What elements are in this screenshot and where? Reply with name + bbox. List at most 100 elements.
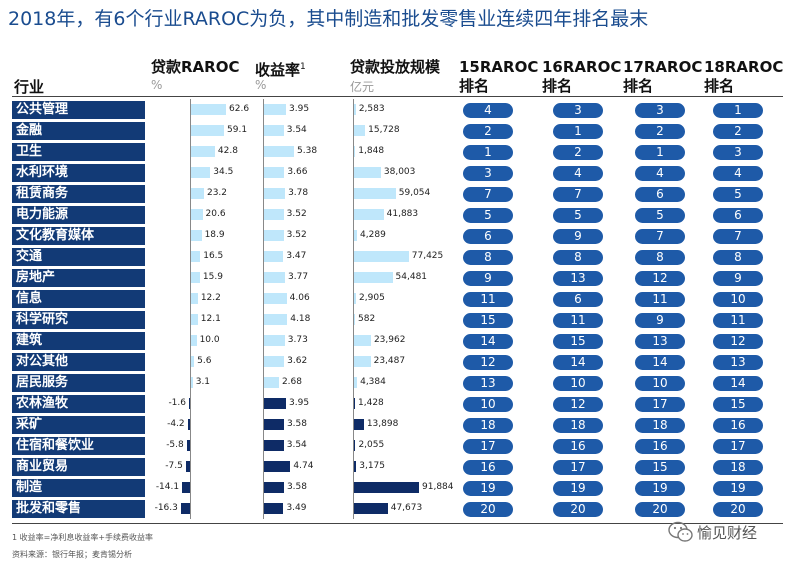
rank-badge-r15: 4 bbox=[463, 103, 513, 118]
scale-value: 2,905 bbox=[359, 293, 385, 303]
scale-value: 4,384 bbox=[360, 377, 386, 387]
raroc-bar bbox=[191, 230, 202, 241]
scale-bar bbox=[354, 125, 366, 136]
yield-bar bbox=[264, 125, 284, 136]
raroc-bar bbox=[191, 335, 197, 346]
yield-value: 5.38 bbox=[297, 146, 318, 156]
header-raroc-unit: % bbox=[151, 78, 163, 92]
header-yield-sup: 1 bbox=[300, 62, 306, 72]
row-label: 水利环境 bbox=[12, 164, 145, 182]
raroc-value: 10.0 bbox=[199, 335, 220, 345]
header-r15-line2: 排名 bbox=[459, 77, 490, 95]
scale-value: 4,289 bbox=[360, 230, 386, 240]
header-yield: 收益率1 bbox=[255, 58, 306, 80]
scale-bar bbox=[354, 314, 355, 325]
rank-badge-r16: 5 bbox=[553, 208, 603, 223]
yield-bar bbox=[264, 209, 284, 220]
row-label: 金融 bbox=[12, 122, 145, 140]
yield-value: 3.73 bbox=[287, 335, 308, 345]
wechat-icon bbox=[668, 521, 693, 542]
rank-badge-r17: 2 bbox=[635, 124, 685, 139]
rank-badge-r18: 14 bbox=[713, 376, 763, 391]
rank-badge-r17: 20 bbox=[635, 502, 685, 517]
yield-value: 3.54 bbox=[286, 125, 307, 135]
rank-badge-r15: 3 bbox=[463, 166, 513, 181]
header-yield-label: 收益率 bbox=[255, 61, 301, 79]
rank-badge-r18: 12 bbox=[713, 334, 763, 349]
yield-value: 4.18 bbox=[290, 314, 311, 324]
rank-badge-r16: 17 bbox=[553, 460, 603, 475]
row-label: 建筑 bbox=[12, 332, 145, 350]
raroc-value: 15.9 bbox=[202, 272, 223, 282]
rank-badge-r17: 17 bbox=[635, 397, 685, 412]
scale-value: 582 bbox=[358, 314, 376, 324]
rank-badge-r16: 16 bbox=[553, 439, 603, 454]
raroc-value: -5.8 bbox=[166, 440, 184, 450]
header-r16-line1: 16RAROC bbox=[542, 58, 622, 76]
scale-bar bbox=[354, 356, 371, 367]
raroc-bar bbox=[186, 440, 190, 451]
yield-bar bbox=[264, 440, 284, 451]
source-note: 资料来源：银行年报；麦肯锡分析 bbox=[12, 550, 132, 559]
yield-value: 3.58 bbox=[286, 419, 307, 429]
scale-bar bbox=[354, 398, 355, 409]
rank-badge-r18: 16 bbox=[713, 418, 763, 433]
scale-bar bbox=[354, 209, 384, 220]
logo-text: 愉见财经 bbox=[697, 524, 758, 542]
rank-badge-r16: 3 bbox=[553, 103, 603, 118]
yield-value: 3.49 bbox=[286, 503, 307, 513]
yield-bar bbox=[264, 419, 284, 430]
rank-badge-r15: 2 bbox=[463, 124, 513, 139]
yield-value: 3.47 bbox=[286, 251, 307, 261]
rank-badge-r16: 12 bbox=[553, 397, 603, 412]
rank-badge-r16: 11 bbox=[553, 313, 603, 328]
row-label: 科学研究 bbox=[12, 311, 145, 329]
yield-bar bbox=[264, 503, 284, 514]
header-r18: 18RAROC 排名 bbox=[704, 58, 783, 96]
scale-value: 3,175 bbox=[359, 461, 385, 471]
yield-bar bbox=[264, 272, 286, 283]
rank-badge-r15: 6 bbox=[463, 229, 513, 244]
scale-value: 2,055 bbox=[358, 440, 385, 450]
rank-badge-r15: 5 bbox=[463, 208, 513, 223]
yield-value: 4.06 bbox=[289, 293, 310, 303]
rank-badge-r15: 7 bbox=[463, 187, 513, 202]
raroc-value: -4.2 bbox=[167, 419, 185, 429]
yield-bar bbox=[264, 482, 284, 493]
rank-badge-r18: 13 bbox=[713, 355, 763, 370]
yield-bar bbox=[264, 251, 284, 262]
row-label: 交通 bbox=[12, 248, 145, 266]
scale-value: 13,898 bbox=[366, 419, 399, 429]
yield-value: 3.95 bbox=[289, 104, 310, 114]
scale-value: 38,003 bbox=[383, 167, 416, 177]
scale-bar bbox=[354, 272, 393, 283]
rank-badge-r15: 14 bbox=[463, 334, 513, 349]
rank-badge-r17: 6 bbox=[635, 187, 685, 202]
yield-bar bbox=[264, 167, 285, 178]
row-label: 信息 bbox=[12, 290, 145, 308]
yield-bar bbox=[264, 461, 291, 472]
row-label: 公共管理 bbox=[12, 101, 145, 119]
rank-badge-r18: 20 bbox=[713, 502, 763, 517]
raroc-bar bbox=[189, 398, 190, 409]
scale-value: 41,883 bbox=[386, 209, 419, 219]
rank-badge-r15: 9 bbox=[463, 271, 513, 286]
rank-badge-r15: 15 bbox=[463, 313, 513, 328]
rank-badge-r18: 2 bbox=[713, 124, 763, 139]
raroc-bar bbox=[187, 419, 190, 430]
rank-badge-r15: 12 bbox=[463, 355, 513, 370]
rank-badge-r16: 8 bbox=[553, 250, 603, 265]
scale-value: 91,884 bbox=[422, 482, 454, 492]
scale-value: 23,962 bbox=[373, 335, 406, 345]
rank-badge-r16: 9 bbox=[553, 229, 603, 244]
raroc-value: 20.6 bbox=[205, 209, 226, 219]
header-r15: 15RAROC 排名 bbox=[459, 58, 538, 96]
header-scale: 贷款投放规模 bbox=[350, 58, 441, 76]
rank-badge-r18: 4 bbox=[713, 166, 763, 181]
yield-value: 3.62 bbox=[287, 356, 308, 366]
raroc-value: -7.5 bbox=[165, 461, 183, 471]
row-label: 居民服务 bbox=[12, 374, 145, 392]
rank-badge-r17: 4 bbox=[635, 166, 685, 181]
raroc-bar bbox=[191, 314, 198, 325]
rank-badge-r17: 13 bbox=[635, 334, 685, 349]
